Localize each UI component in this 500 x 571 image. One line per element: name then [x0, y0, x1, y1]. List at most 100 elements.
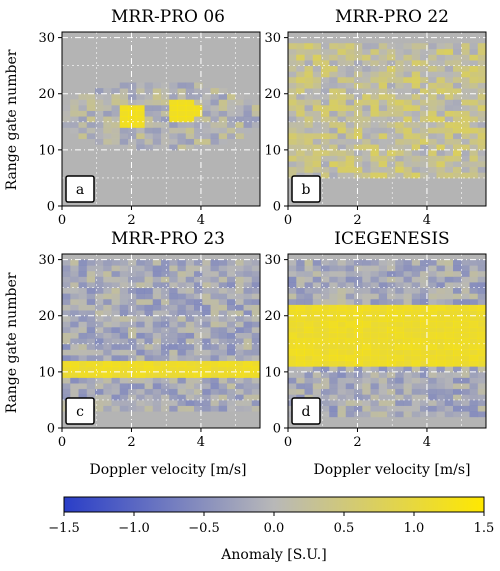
heatmap-cell: [420, 366, 429, 373]
heatmap-cell: [337, 116, 347, 123]
heatmap-cell: [288, 360, 297, 367]
heatmap-cell: [411, 166, 421, 173]
heatmap-cell: [345, 60, 355, 67]
heatmap-cell: [378, 411, 388, 418]
heatmap-cell: [243, 332, 253, 339]
heatmap-cell: [436, 360, 446, 367]
heatmap-cell: [411, 60, 421, 67]
heatmap-cell: [453, 172, 462, 179]
heatmap-cell: [288, 355, 297, 362]
heatmap-cell: [152, 332, 162, 339]
heatmap-cell: [177, 394, 187, 401]
heatmap-cell: [235, 338, 244, 345]
heatmap-cell: [128, 293, 137, 300]
colorbar-tick-label: −1.5: [48, 521, 80, 536]
heatmap-cell: [453, 282, 462, 289]
heatmap-cell: [453, 343, 462, 350]
heatmap-cell: [194, 144, 203, 151]
heatmap-cell: [436, 399, 446, 406]
heatmap-cell: [477, 411, 487, 418]
heatmap-cell: [362, 394, 371, 401]
panel-letter-box: [291, 175, 321, 203]
heatmap-cell: [312, 265, 322, 272]
heatmap-cell: [95, 104, 104, 111]
heatmap-cell: [378, 71, 388, 78]
heatmap-cell: [78, 388, 88, 395]
heatmap-cell: [177, 259, 187, 266]
heatmap-cell: [161, 127, 170, 134]
heatmap-cell: [403, 110, 413, 117]
heatmap-cell: [227, 383, 236, 390]
heatmap-cell: [119, 383, 129, 390]
heatmap-cell: [218, 366, 228, 373]
heatmap-cell: [177, 321, 187, 328]
heatmap-cell: [387, 360, 396, 367]
heatmap-cell: [428, 48, 437, 55]
heatmap-cell: [136, 144, 145, 151]
heatmap-cell: [78, 355, 88, 362]
heatmap-cell: [218, 405, 228, 412]
heatmap-cell: [453, 349, 462, 356]
heatmap-cell: [128, 282, 137, 289]
heatmap-cell: [288, 48, 297, 55]
heatmap-cell: [370, 332, 380, 339]
heatmap-cell: [227, 93, 236, 100]
heatmap-cell: [161, 366, 170, 373]
heatmap-cell: [202, 138, 211, 145]
heatmap-cell: [144, 388, 154, 395]
heatmap-cell: [103, 88, 112, 95]
heatmap-cell: [161, 282, 170, 289]
heatmap-cell: [403, 161, 413, 168]
heatmap-cell: [288, 388, 297, 395]
heatmap-cell: [395, 76, 404, 83]
heatmap-cell: [194, 315, 203, 322]
heatmap-cell: [428, 265, 437, 272]
heatmap-cell: [194, 377, 203, 384]
heatmap-cell: [152, 121, 162, 128]
heatmap-cell: [411, 155, 421, 162]
heatmap-cell: [321, 161, 330, 168]
heatmap-cell: [304, 138, 314, 145]
panel-letter-box: [65, 397, 95, 425]
heatmap-cell: [202, 104, 211, 111]
heatmap-cell: [403, 276, 413, 283]
heatmap-cell: [288, 127, 297, 134]
heatmap-cell: [177, 377, 187, 384]
heatmap-cell: [119, 144, 129, 151]
heatmap-cell: [177, 315, 187, 322]
heatmap-cell: [304, 144, 314, 151]
heatmap-cell: [169, 144, 178, 151]
heatmap-cell: [312, 144, 322, 151]
heatmap-cell: [95, 127, 104, 134]
heatmap-cell: [144, 360, 154, 367]
heatmap-cell: [296, 293, 305, 300]
heatmap-cell: [453, 149, 462, 156]
heatmap-cell: [428, 54, 437, 61]
heatmap-cell: [329, 71, 338, 78]
heatmap-cell: [337, 293, 347, 300]
heatmap-cell: [95, 259, 104, 266]
y-tick-label: 20: [264, 87, 281, 102]
heatmap-cell: [128, 332, 137, 339]
heatmap-cell: [444, 99, 454, 106]
heatmap-cell: [103, 377, 112, 384]
heatmap-cell: [403, 326, 413, 333]
heatmap-cell: [304, 310, 314, 317]
panel-letter-box: [291, 397, 321, 425]
heatmap-cell: [354, 270, 363, 277]
heatmap-cell: [395, 287, 404, 294]
heatmap-cell: [436, 366, 446, 373]
heatmap-cell: [144, 144, 154, 151]
heatmap-cell: [288, 110, 297, 117]
heatmap-cell: [477, 265, 487, 272]
heatmap-cell: [210, 304, 220, 311]
heatmap-cell: [251, 287, 261, 294]
heatmap-cell: [378, 377, 388, 384]
heatmap-cell: [235, 383, 244, 390]
heatmap-cell: [152, 394, 162, 401]
heatmap-cell: [420, 276, 429, 283]
heatmap-cell: [288, 338, 297, 345]
heatmap-cell: [436, 48, 446, 55]
heatmap-cell: [86, 388, 96, 395]
heatmap-cell: [128, 399, 137, 406]
